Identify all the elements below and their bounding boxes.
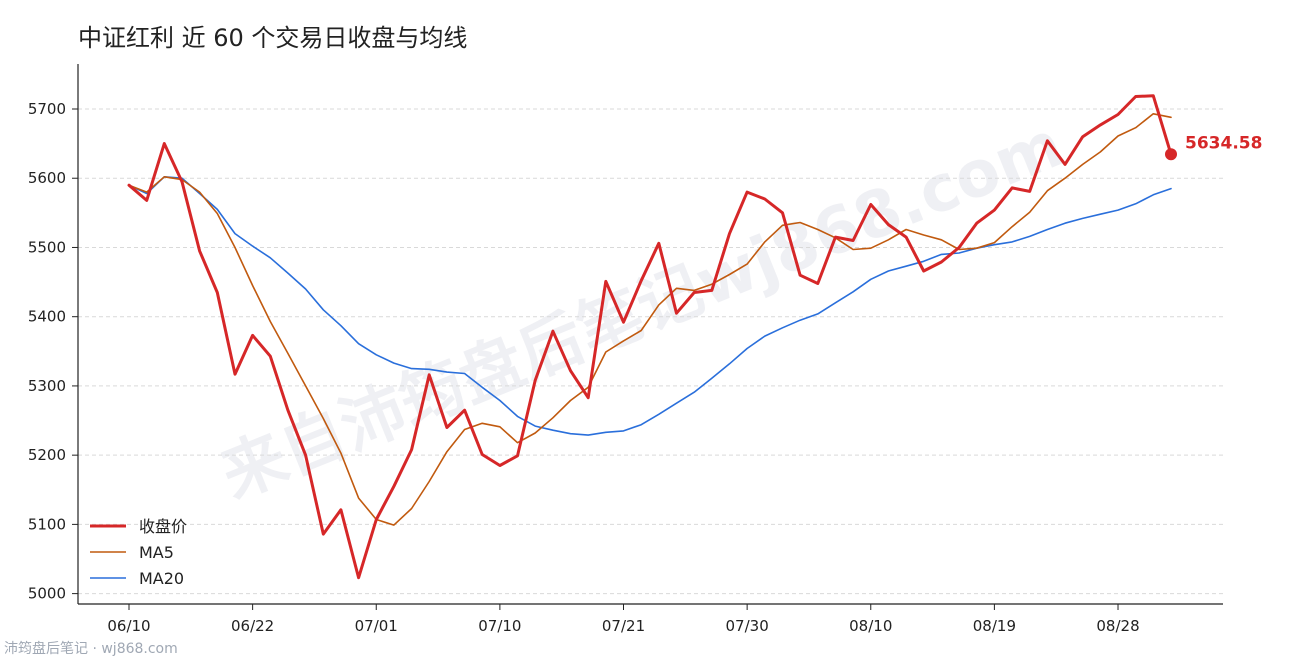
legend: 收盘价 MA5 MA20 xyxy=(90,517,187,588)
y-tick-label: 5400 xyxy=(28,308,66,326)
legend-label-ma20: MA20 xyxy=(139,569,184,588)
legend-label-ma5: MA5 xyxy=(139,543,174,562)
series-line-close xyxy=(127,94,1173,580)
x-tick-label: 07/01 xyxy=(355,617,398,635)
y-tick-label: 5300 xyxy=(28,377,66,395)
x-tick-label: 07/30 xyxy=(726,617,769,635)
x-tick-label: 06/10 xyxy=(107,617,150,635)
x-tick-label: 08/19 xyxy=(973,617,1016,635)
last-point-marker xyxy=(1165,148,1177,161)
x-tick-label: 06/22 xyxy=(231,617,274,635)
y-tick-label: 5000 xyxy=(28,585,66,603)
series-lines: 5634.58 xyxy=(127,94,1262,580)
x-tick-label: 07/21 xyxy=(602,617,645,635)
x-tick-label: 08/28 xyxy=(1096,617,1139,635)
series-line-ma5 xyxy=(128,113,1172,526)
axes: 5000 5100 5200 5300 5400 5500 5600 5700 06/10 06/… xyxy=(28,64,1223,635)
x-tick-label: 08/10 xyxy=(849,617,892,635)
grid-lines xyxy=(78,108,1223,595)
y-tick-label: 5200 xyxy=(28,446,66,464)
last-value-label: 5634.58 xyxy=(1185,133,1262,153)
x-tick-label: 07/10 xyxy=(478,617,521,635)
y-tick-label: 5100 xyxy=(28,515,66,533)
y-tick-label: 5600 xyxy=(28,169,66,187)
chart-title: 中证红利 近 60 个交易日收盘与均线 xyxy=(78,24,468,52)
footer-credit: 沛筠盘后笔记 · wj868.com xyxy=(4,641,178,657)
y-tick-label: 5700 xyxy=(28,100,66,118)
legend-label-close: 收盘价 xyxy=(139,517,187,536)
series-line-ma20 xyxy=(128,176,1172,436)
y-tick-label: 5500 xyxy=(28,238,66,256)
